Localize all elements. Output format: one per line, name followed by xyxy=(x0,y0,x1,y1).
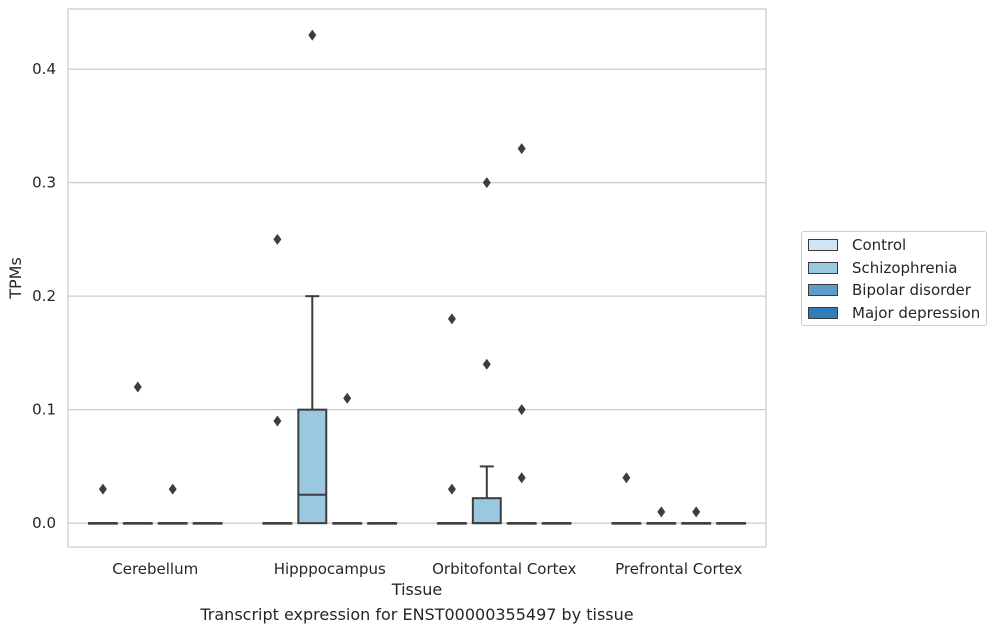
legend-item-major-depression: Major depression xyxy=(808,304,980,322)
outlier-point xyxy=(517,472,526,484)
legend-swatch-control xyxy=(808,239,838,251)
box-control xyxy=(611,472,642,525)
outlier-point xyxy=(447,483,456,495)
x-axis-label: Tissue xyxy=(391,580,442,599)
x-tick-labels: Cerebellum Hipppocampus Orbitofontal Corte… xyxy=(112,560,742,578)
box-body xyxy=(297,408,328,525)
box-bipolar-disorder xyxy=(332,392,363,525)
outlier-point xyxy=(657,506,666,518)
outlier-point xyxy=(517,404,526,416)
outlier-point xyxy=(692,506,701,518)
legend-label: Schizophrenia xyxy=(852,259,958,277)
box-control xyxy=(87,483,118,525)
y-tick-label: 0.3 xyxy=(32,174,56,192)
outlier-point xyxy=(622,472,631,484)
box-schizophrenia xyxy=(297,29,328,525)
legend: Control Schizophrenia Bipolar disorder M… xyxy=(801,231,987,326)
box-bipolar-disorder xyxy=(506,143,537,525)
box-major-depression xyxy=(367,522,398,525)
legend-swatch-schizophrenia xyxy=(808,262,838,274)
outlier-point xyxy=(273,415,282,427)
box-major-depression xyxy=(192,522,223,525)
outlier-point xyxy=(447,313,456,325)
outlier-point xyxy=(482,358,491,370)
outlier-point xyxy=(517,143,526,155)
legend-item-schizophrenia: Schizophrenia xyxy=(808,259,957,277)
legend-item-bipolar-disorder: Bipolar disorder xyxy=(808,281,971,299)
y-tick-label: 0.4 xyxy=(32,60,56,78)
box-major-depression xyxy=(541,522,572,525)
outlier-point xyxy=(308,29,317,41)
legend-swatch-major-depression xyxy=(808,307,838,319)
box-schizophrenia xyxy=(646,506,677,525)
outlier-point xyxy=(273,233,282,245)
box-bipolar-disorder xyxy=(157,483,188,525)
x-tick-label: Orbitofontal Cortex xyxy=(432,560,576,578)
box-control xyxy=(262,233,293,525)
legend-label: Control xyxy=(852,236,907,254)
plot-area-frame xyxy=(67,8,767,548)
gridlines xyxy=(68,68,766,524)
y-tick-label: 0.0 xyxy=(32,514,56,532)
box-body xyxy=(471,497,502,525)
x-tick-label: Prefrontal Cortex xyxy=(615,560,742,578)
chart-caption: Transcript expression for ENST0000035549… xyxy=(200,605,634,624)
x-tick-label: Cerebellum xyxy=(112,560,198,578)
y-tick-label: 0.2 xyxy=(32,287,56,305)
outlier-point xyxy=(168,483,177,495)
y-tick-label: 0.1 xyxy=(32,401,56,419)
legend-swatch-bipolar-disorder xyxy=(808,284,838,296)
legend-item-control: Control xyxy=(808,236,906,254)
box-schizophrenia xyxy=(471,177,502,525)
outlier-point xyxy=(98,483,107,495)
box-control xyxy=(436,313,467,525)
y-tick-labels: 0.0 0.1 0.2 0.3 0.4 xyxy=(32,60,56,532)
legend-label: Bipolar disorder xyxy=(852,281,971,299)
legend-label: Major depression xyxy=(852,304,981,322)
boxes-layer xyxy=(87,29,747,525)
x-tick-label: Hipppocampus xyxy=(274,560,386,578)
box-schizophrenia xyxy=(122,381,153,525)
y-axis-label: TPMs xyxy=(6,257,25,300)
outlier-point xyxy=(343,392,352,404)
outlier-point xyxy=(482,177,491,189)
box-major-depression xyxy=(716,522,747,525)
box-bipolar-disorder xyxy=(681,506,712,525)
outlier-point xyxy=(133,381,142,393)
